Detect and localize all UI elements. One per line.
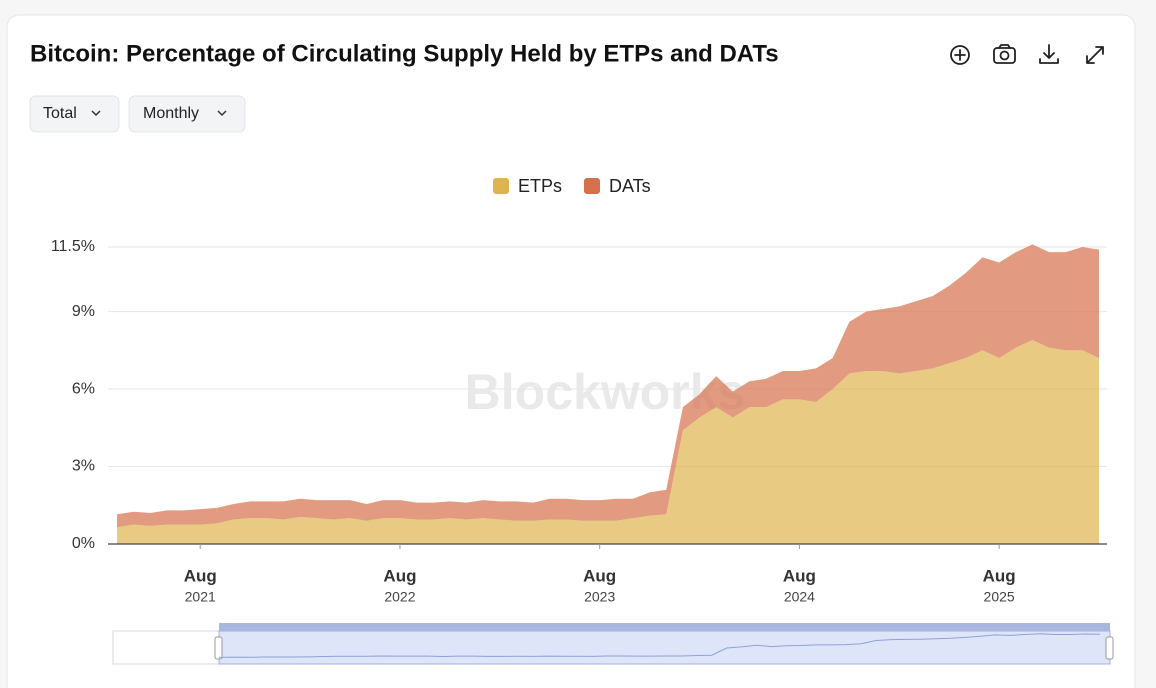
x-tick-label: Aug [983, 566, 1016, 585]
x-tick-year: 2022 [384, 589, 415, 605]
legend-item[interactable]: ETPs [493, 176, 562, 196]
legend-swatch[interactable] [584, 178, 600, 194]
navigator-scrollbar[interactable] [219, 623, 1110, 631]
legend-label[interactable]: DATs [609, 176, 651, 196]
legend-label[interactable]: ETPs [518, 176, 562, 196]
total-dropdown[interactable]: Total [29, 95, 120, 133]
y-tick-label: 9% [72, 303, 95, 320]
area [117, 244, 1099, 528]
zoom-in-button[interactable] [950, 45, 970, 65]
x-tick-label: Aug [583, 566, 616, 585]
y-tick-label: 11.5% [51, 238, 95, 255]
toolbar [950, 44, 1104, 65]
download-button[interactable] [1039, 44, 1059, 64]
x-tick-year: 2024 [784, 589, 815, 605]
x-tick-label: Aug [184, 566, 217, 585]
x-tick-year: 2023 [584, 589, 615, 605]
chart-title: Bitcoin: Percentage of Circulating Suppl… [30, 40, 779, 67]
navigator-line [218, 633, 1101, 658]
navigator-handle[interactable] [1105, 636, 1114, 660]
navigator [112, 623, 1114, 665]
y-tick-label: 3% [72, 458, 95, 475]
dropdown-background[interactable] [128, 95, 246, 133]
frequency-dropdown[interactable]: Monthly [128, 95, 246, 133]
y-tick-label: 0% [72, 535, 95, 552]
dropdown-background[interactable] [29, 95, 120, 133]
area [117, 339, 1099, 544]
navigator-window[interactable] [218, 630, 1111, 665]
x-tick-year: 2025 [984, 589, 1015, 605]
x-tick-label: Aug [383, 566, 416, 585]
chevron[interactable] [217, 110, 227, 117]
plot-area: 0% 3% 6% 9% 11.5% Aug 2021 Aug 2022 Aug 2023 Aug 202… [51, 176, 1107, 605]
dropdown-label[interactable]: Total [43, 105, 77, 122]
legend-item[interactable]: DATs [584, 176, 651, 196]
chevron[interactable] [91, 110, 101, 117]
x-tick-year: 2021 [185, 589, 216, 605]
navigator-handle[interactable] [214, 636, 223, 660]
dropdown-label[interactable]: Monthly [143, 105, 199, 122]
fullscreen-button[interactable] [1086, 46, 1104, 64]
legend-swatch[interactable] [493, 178, 509, 194]
screenshot-button[interactable] [993, 44, 1016, 64]
x-tick-label: Aug [783, 566, 816, 585]
y-tick-label: 6% [72, 380, 95, 397]
